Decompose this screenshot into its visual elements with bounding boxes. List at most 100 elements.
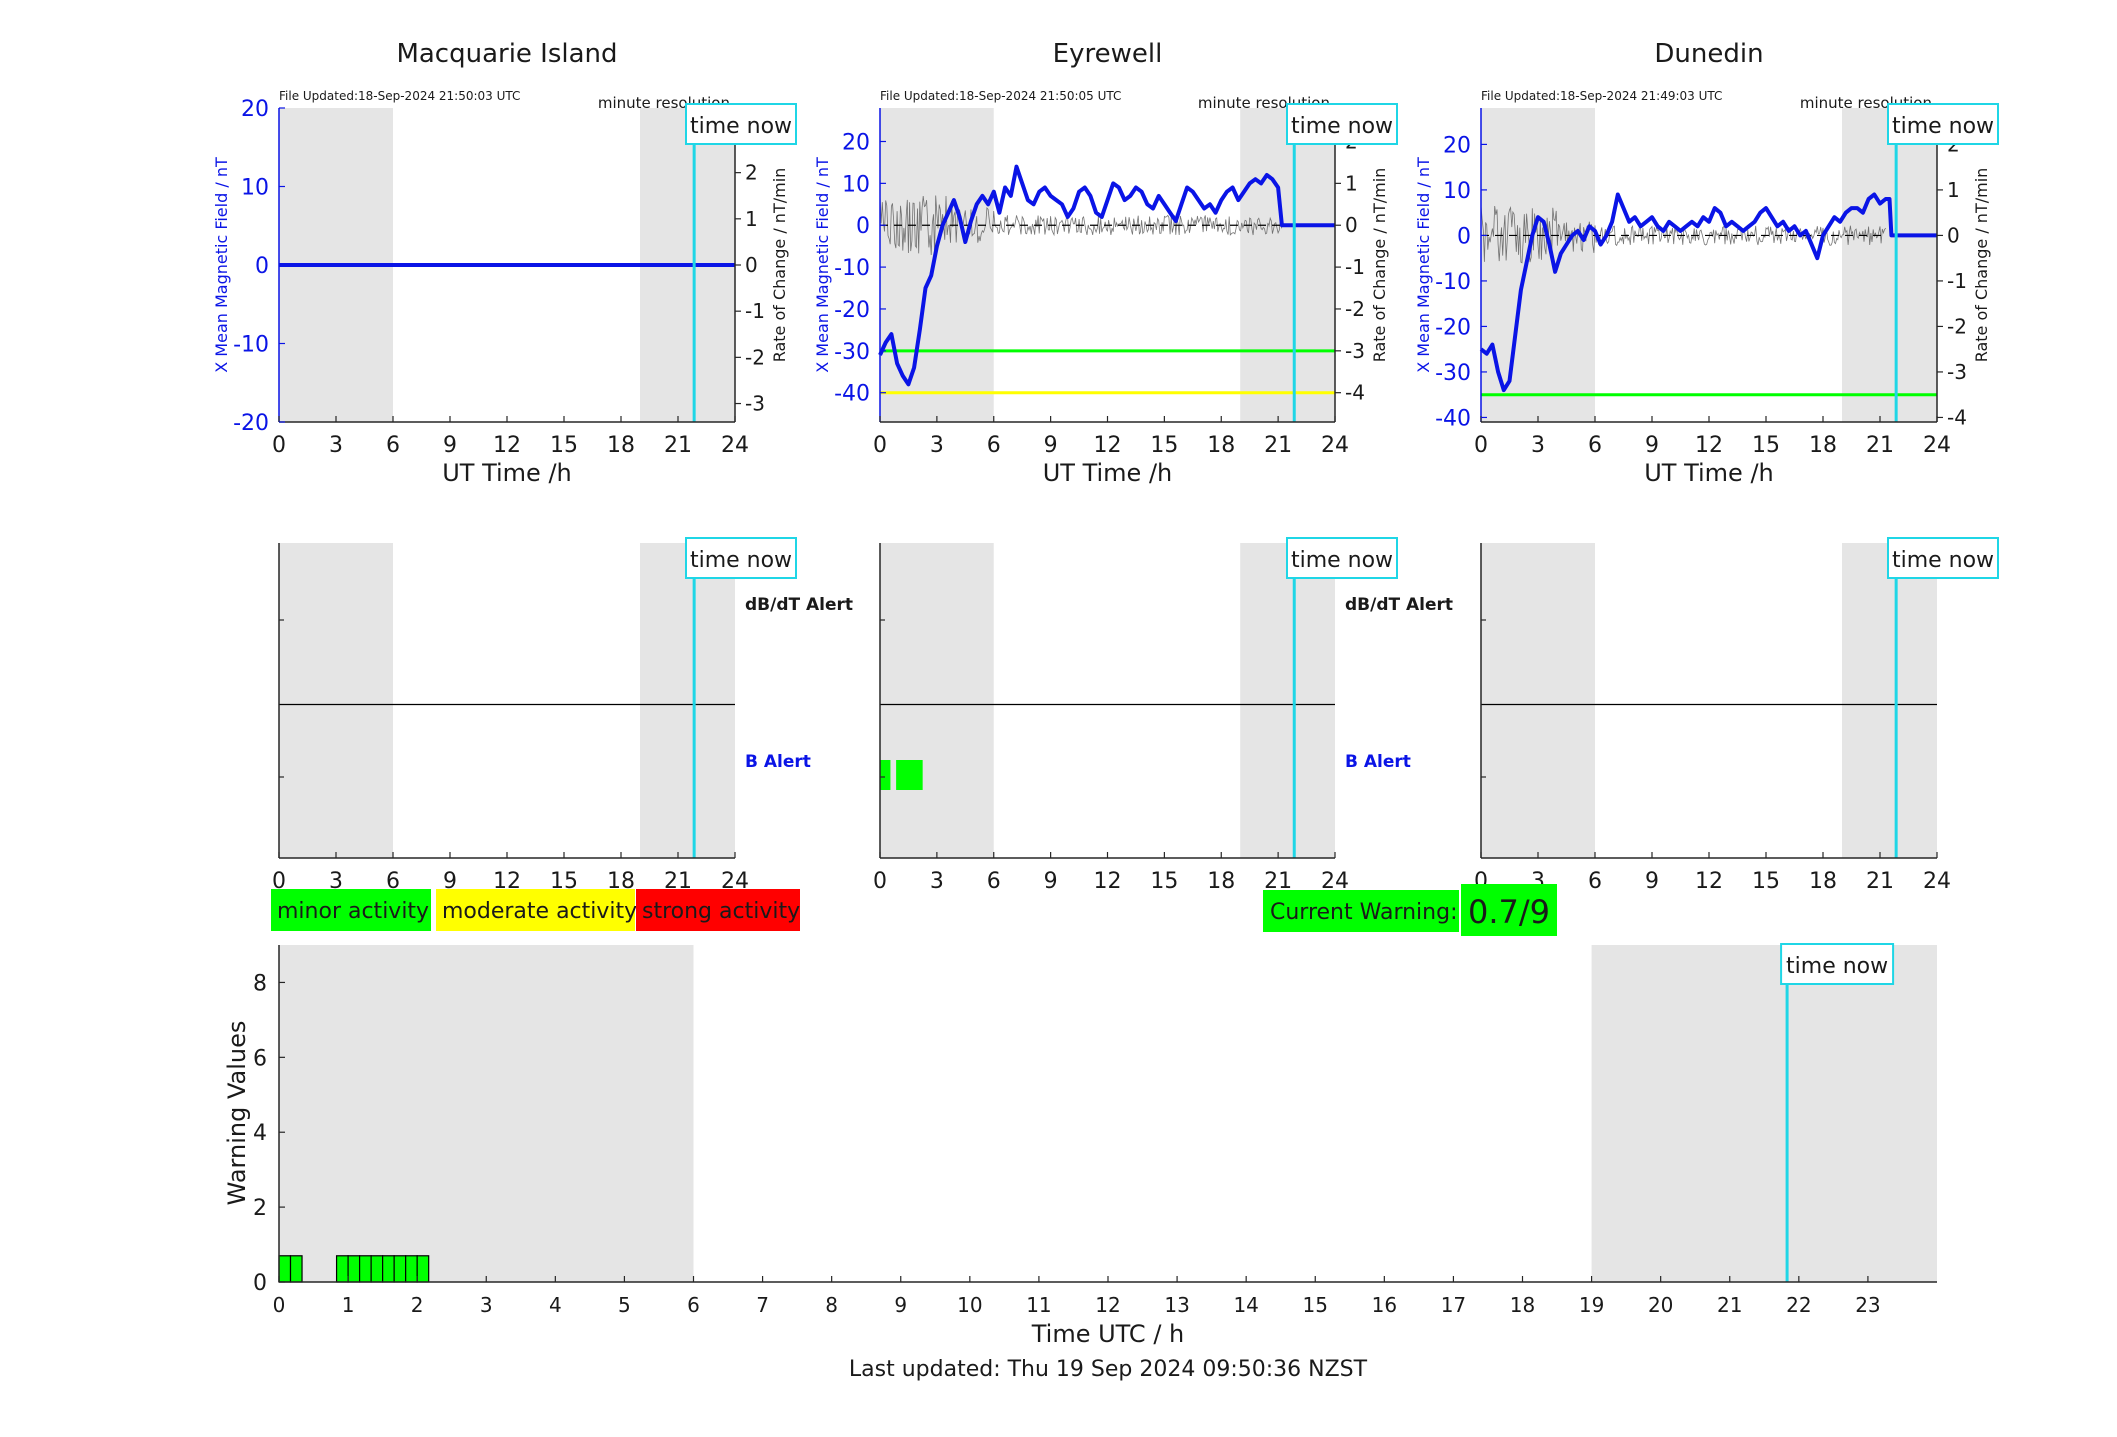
alert-panel-eyrewell: 0 3 6 9 12 15 18 21 24 time now dB/dT Alert B Alert [873, 537, 1453, 894]
x-tick-label: 9 [1044, 433, 1058, 458]
right-y-tick-label: -3 [745, 392, 765, 416]
activity-legend: minor activity moderate activity strong ac… [271, 889, 800, 931]
dbdt-alert-label: dB/dT Alert [1345, 595, 1453, 615]
y-tick-label: -20 [1435, 315, 1471, 340]
x-tick-label: 15 [1150, 433, 1178, 458]
y-tick-label: 0 [856, 214, 870, 239]
x-tick-label: 18 [1207, 869, 1235, 894]
night-shade [279, 945, 694, 1282]
right-y-axis-label: Rate of Change / nT/min [1370, 168, 1389, 363]
x-tick-label: 0 [272, 869, 286, 894]
time-now-box [1887, 103, 1999, 145]
night-shade [1481, 543, 1595, 858]
x-tick-label: 9 [1645, 869, 1659, 894]
x-tick-label: 17 [1441, 1293, 1466, 1317]
night-shade [1842, 108, 1937, 422]
night-shade [1240, 543, 1335, 858]
night-shade [880, 108, 994, 422]
x-tick-label: 0 [273, 1293, 286, 1317]
warning-bar [335, 1255, 349, 1283]
x-tick-label: 5 [618, 1293, 631, 1317]
b-alert-label: B Alert [1345, 752, 1411, 772]
warning-bar [370, 1255, 384, 1283]
time-now-label: time now [1291, 548, 1393, 573]
x-field-series-line [878, 164, 1335, 387]
x-tick-label: 15 [550, 433, 578, 458]
x-tick-label: 0 [873, 869, 887, 894]
y-tick-label: -40 [1435, 406, 1471, 431]
x-tick-label: 18 [607, 433, 635, 458]
x-tick-label: 6 [687, 1293, 700, 1317]
warning-bar [405, 1255, 418, 1283]
y-tick-label: -30 [1435, 361, 1471, 386]
y-tick-label: 20 [842, 130, 870, 155]
time-now-box [1286, 537, 1398, 579]
b-alert-label: B Alert [745, 752, 811, 772]
right-y-tick-label: -1 [1947, 269, 1967, 293]
strong-activity-swatch [636, 889, 800, 931]
x-tick-label: 21 [1866, 869, 1894, 894]
file-updated-label: File Updated:18-Sep-2024 21:49:03 UTC [1481, 89, 1722, 103]
right-y-tick-label: -3 [1947, 360, 1967, 384]
minor-activity-swatch [271, 889, 431, 931]
y-axis-label: Warning Values [223, 1021, 251, 1206]
right-y-tick-label: -1 [745, 299, 765, 323]
x-tick-label: 12 [1095, 1293, 1120, 1317]
current-warning-label: Current Warning: [1270, 900, 1457, 925]
right-y-tick-label: -3 [1345, 339, 1365, 363]
current-warning-label-box [1263, 890, 1459, 932]
x-tick-label: 6 [386, 869, 400, 894]
right-y-tick-label: 0 [1947, 223, 1960, 247]
panel-title: Dunedin [1654, 39, 1763, 69]
b-alert-block [880, 760, 891, 790]
x-field-series-line [1479, 192, 1937, 393]
dbdt-alert-label: dB/dT Alert [745, 595, 853, 615]
x-tick-label: 9 [443, 433, 457, 458]
time-now-box [685, 103, 797, 145]
x-tick-label: 6 [987, 869, 1001, 894]
warning-bar [289, 1255, 303, 1283]
right-y-tick-label: 0 [1345, 213, 1358, 237]
x-tick-label: 11 [1026, 1293, 1051, 1317]
y-tick-label: 6 [253, 1046, 267, 1071]
file-updated-label: File Updated:18-Sep-2024 21:50:05 UTC [880, 89, 1121, 103]
y-axis-label: X Mean Magnetic Field / nT [212, 157, 231, 373]
night-shade [1591, 945, 1937, 1282]
x-tick-label: 3 [329, 869, 343, 894]
x-tick-label: 15 [1150, 869, 1178, 894]
x-tick-label: 3 [1531, 433, 1545, 458]
y-tick-label: 4 [253, 1121, 267, 1146]
x-tick-label: 9 [443, 869, 457, 894]
x-tick-label: 18 [1809, 433, 1837, 458]
y-tick-label: 10 [241, 176, 269, 201]
x-tick-label: 24 [1923, 433, 1951, 458]
current-warning-value-box [1461, 884, 1557, 936]
night-shade [1481, 108, 1595, 422]
x-tick-label: 21 [1717, 1293, 1742, 1317]
right-y-tick-label: 0 [745, 253, 758, 277]
x-tick-label: 12 [1094, 433, 1122, 458]
x-tick-label: 24 [1923, 869, 1951, 894]
night-shade [279, 543, 393, 858]
x-tick-label: 7 [756, 1293, 769, 1317]
x-tick-label: 8 [825, 1293, 838, 1317]
night-shade [1842, 543, 1937, 858]
time-now-box [685, 537, 797, 579]
time-now-box [1887, 537, 1999, 579]
y-tick-label: -40 [834, 382, 870, 407]
right-y-tick-label: -2 [1947, 314, 1967, 338]
x-tick-label: 16 [1372, 1293, 1397, 1317]
x-tick-label: 12 [1094, 869, 1122, 894]
y-tick-label: 0 [253, 1271, 267, 1296]
time-now-label: time now [1291, 114, 1393, 139]
x-tick-label: 6 [987, 433, 1001, 458]
x-tick-label: 12 [1695, 433, 1723, 458]
panel-title: Macquarie Island [396, 39, 617, 69]
y-tick-label: -20 [233, 411, 269, 436]
x-tick-label: 24 [1321, 869, 1349, 894]
strong-activity-label: strong activity [642, 899, 800, 924]
night-shade [1240, 108, 1335, 422]
x-tick-label: 9 [894, 1293, 907, 1317]
x-tick-label: 18 [1809, 869, 1837, 894]
